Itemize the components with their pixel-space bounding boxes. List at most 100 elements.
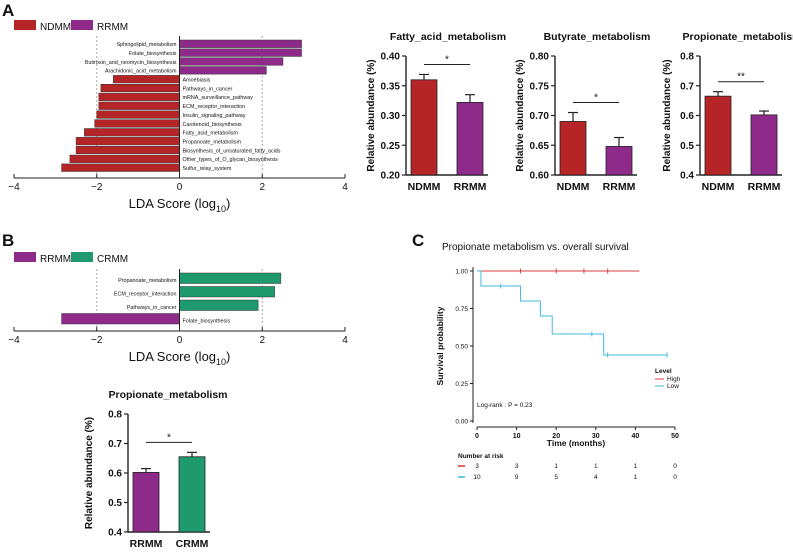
propionate-b-y-tick-label: 0.4 xyxy=(108,528,122,539)
km-risk-value: 1 xyxy=(634,474,638,481)
lda-a-bar-label: mRNA_surveillance_pathway xyxy=(183,95,254,101)
propionate-b-y-tick-label: 0.7 xyxy=(108,439,122,450)
lda-a-bar-label: Other_types_of_O_glycan_biosynthesis xyxy=(183,157,279,163)
lda-b-legend-swatch-crmm xyxy=(71,252,93,262)
lda-a-x-tick-label: −4 xyxy=(8,182,20,193)
lda-b-legend-label-crmm: CRMM xyxy=(97,254,128,265)
lda-a-bar xyxy=(84,128,180,137)
lda-a-bar-label: ECM_receptor_interaction xyxy=(183,104,246,110)
km-x-tick-label: 50 xyxy=(671,433,679,440)
lda-a-legend-label-rrmm: RRMM xyxy=(97,22,128,33)
km-risk-value: 4 xyxy=(594,474,598,481)
propionate-a-y-tick-label: 0.6 xyxy=(680,111,694,122)
lda-b-x-axis-label-sub: 10 xyxy=(216,357,226,367)
km-legend-label-high: High xyxy=(667,376,681,383)
propionate-b-significance-label: * xyxy=(167,432,171,443)
butyrate-bar-rrmm xyxy=(605,146,633,176)
lda-a-bar-label: Amoebiasis xyxy=(183,78,211,84)
lda-b-bar xyxy=(179,272,282,284)
lda-a-bar-label: Sulfur_relay_system xyxy=(183,166,232,172)
panel-label-c: C xyxy=(412,231,424,250)
panel-label-a: A xyxy=(2,1,14,20)
lda-a-bar-label: Insulin_signaling_pathway xyxy=(183,113,246,119)
propionate-a-bar-ndmm xyxy=(704,95,732,176)
km-y-tick-label: 0.50 xyxy=(455,344,468,351)
lda-a-bar-label: Propanoate_metabolism xyxy=(183,139,242,145)
km-risk-value: 0 xyxy=(673,463,677,470)
fatty-y-tick-label: 0.40 xyxy=(381,52,401,63)
km-legend-label-low: Low xyxy=(667,383,679,390)
lda-a-bar xyxy=(69,154,180,163)
km-title: Propionate metabolism vs. overall surviv… xyxy=(442,242,629,253)
lda-b-x-tick-label: 0 xyxy=(177,335,183,346)
lda-a-x-tick-label: −2 xyxy=(91,182,103,193)
butyrate-y-axis-label: Relative abundance (%) xyxy=(515,59,526,171)
lda-a-bar-label: Pathways_in_cancer xyxy=(183,86,233,92)
lda-a-bar xyxy=(179,57,284,66)
propionate-a-bar-rrmm xyxy=(750,114,778,176)
butyrate-y-tick-label: 0.80 xyxy=(530,52,550,63)
propionate-b-y-axis-label: Relative abundance (%) xyxy=(84,417,95,529)
lda-a-legend-swatch-ndmm xyxy=(14,20,36,30)
km-risk-value: 3 xyxy=(475,463,479,470)
butyrate-significance-label: * xyxy=(594,93,598,104)
km-logrank-annotation: Log-rank : P = 0.23 xyxy=(477,402,533,409)
propionate-a-x-tick-label: RRMM xyxy=(748,181,781,193)
lda-a-bar xyxy=(61,163,180,172)
lda-b-x-tick-label: 4 xyxy=(342,335,348,346)
propionate-b-y-tick-label: 0.6 xyxy=(108,469,122,480)
propionate-a-y-axis-label: Relative abundance (%) xyxy=(662,59,673,171)
propionate-a-significance-label: ** xyxy=(737,72,745,83)
lda-b-bar-label: Pathways_in_cancer xyxy=(127,305,177,311)
lda-a-bar xyxy=(179,48,302,57)
propionate-b-y-tick-label: 0.8 xyxy=(108,410,122,421)
lda-b-x-tick-label: 2 xyxy=(259,335,265,346)
lda-a-bar-label: Fatty_acid_metabolism xyxy=(183,131,239,137)
km-risk-value: 9 xyxy=(515,474,519,481)
butyrate-y-tick-label: 0.65 xyxy=(530,141,550,152)
fatty-y-tick-label: 0.25 xyxy=(381,141,401,152)
lda-b-bar-label: ECM_receptor_interaction xyxy=(114,292,177,298)
fatty-title: Fatty_acid_metabolism xyxy=(390,31,506,43)
lda-b-x-tick-label: −4 xyxy=(8,335,20,346)
propionate-b-bar-crmm xyxy=(178,456,206,533)
km-x-tick-label: 40 xyxy=(632,433,640,440)
panel-label-b: B xyxy=(2,231,14,250)
fatty-bar-ndmm xyxy=(410,79,438,176)
propionate-a-y-tick-label: 0.8 xyxy=(680,52,694,63)
km-y-tick-label: 1.00 xyxy=(455,269,468,276)
propionate-b-x-tick-label: RRMM xyxy=(130,538,163,550)
km-x-tick-label: 30 xyxy=(592,433,600,440)
km-y-tick-label: 0.25 xyxy=(455,381,468,388)
lda-a-bar xyxy=(75,145,180,155)
fatty-x-tick-label: RRMM xyxy=(454,181,487,193)
butyrate-x-tick-label: NDMM xyxy=(557,181,590,193)
lda-a-bar-label: Carotenoid_biosynthesis xyxy=(183,122,242,128)
fatty-bar-rrmm xyxy=(456,102,484,176)
lda-a-x-tick-label: 2 xyxy=(259,182,265,193)
km-y-tick-label: 0.75 xyxy=(455,306,468,313)
propionate-b-y-tick-label: 0.5 xyxy=(108,498,122,509)
lda-b-x-axis-label: LDA Score (log10) xyxy=(129,349,231,367)
butyrate-y-tick-label: 0.75 xyxy=(530,81,550,92)
km-curve-low xyxy=(477,270,668,356)
lda-b-bar-label: Folate_biosynthesis xyxy=(183,319,231,325)
lda-b-x-tick-label: −2 xyxy=(91,335,103,346)
km-risk-value: 5 xyxy=(554,474,558,481)
lda-a-x-tick-label: 4 xyxy=(342,182,348,193)
lda-a-bar-label: Sphingolipid_metabolism xyxy=(117,42,177,48)
km-risk-value: 1 xyxy=(554,463,558,470)
lda-a-legend-swatch-rrmm xyxy=(71,20,93,30)
propionate-b-x-tick-label: CRMM xyxy=(176,538,209,550)
butyrate-y-tick-label: 0.60 xyxy=(530,171,550,182)
fatty-y-tick-label: 0.20 xyxy=(381,171,401,182)
lda-a-bar-label: Biosynthesis_of_unsaturated_fatty_acids xyxy=(183,148,281,154)
km-risk-table-title: Number at risk xyxy=(458,453,504,460)
propionate-a-title: Propionate_metabolism xyxy=(682,31,793,43)
km-risk-value: 1 xyxy=(634,463,638,470)
km-risk-value: 10 xyxy=(473,474,481,481)
lda-b-x-axis-label-main: LDA Score (log xyxy=(129,349,216,364)
butyrate-y-tick-label: 0.70 xyxy=(530,111,550,122)
fatty-significance-label: * xyxy=(445,54,449,65)
km-legend-title: Level xyxy=(655,368,672,375)
